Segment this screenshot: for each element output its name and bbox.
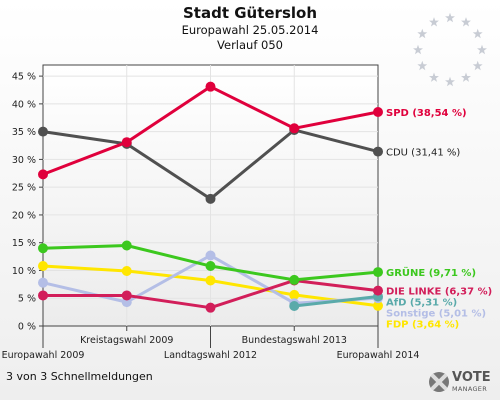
y-tick-label: 20 %: [12, 210, 36, 221]
data-point: [289, 289, 300, 300]
chart-title: Stadt Gütersloh: [182, 4, 317, 22]
series-labels: SPD (38,54 %) CDU (31,41 %) GRÜNE (9,71 %)…: [386, 108, 492, 331]
data-point: [38, 169, 48, 180]
data-point: [38, 243, 48, 254]
y-tick-label: 10 %: [12, 266, 36, 277]
data-point: [38, 277, 48, 288]
series-line: [294, 295, 379, 308]
x-tick-label: Europawahl 2009: [2, 350, 85, 361]
series-end-label: DIE LINKE (6,37 %): [386, 287, 492, 298]
data-point: [373, 285, 383, 296]
data-point: [205, 275, 216, 286]
star-icon: [477, 44, 487, 55]
data-point: [205, 261, 216, 272]
series-end-label: Sonstige (5,01 %): [386, 309, 486, 320]
y-tick-label: 15 %: [12, 238, 36, 249]
y-axis: 0 % 5 % 10 % 15 % 20 % 25 % 30 % 35 % 40 % 45 %: [12, 72, 43, 333]
chart-subtitle-2: Verlauf 050: [217, 38, 283, 52]
data-point: [289, 301, 300, 312]
eu-stars-icon: [413, 12, 487, 87]
data-point: [373, 146, 383, 157]
data-point: [38, 126, 48, 137]
data-point: [205, 250, 216, 261]
data-point: [205, 193, 216, 204]
star-icon: [429, 72, 439, 82]
data-point: [205, 302, 216, 313]
data-point: [38, 261, 48, 272]
series-end-label: CDU (31,41 %): [386, 148, 460, 159]
star-icon: [472, 28, 483, 39]
y-tick-label: 0 %: [18, 322, 36, 333]
x-axis: Europawahl 2009 Kreistagswahl 2009 Landtag…: [2, 326, 420, 361]
data-point: [373, 267, 383, 278]
logo-line2: MANAGER: [452, 385, 487, 393]
star-icon: [461, 17, 471, 27]
data-point: [121, 240, 132, 251]
series-end-label: AfD (5,31 %): [386, 298, 457, 309]
star-icon: [472, 60, 483, 71]
x-tick-label: Europawahl 2014: [337, 350, 420, 361]
data-point: [121, 290, 132, 301]
x-tick-label: Bundestagswahl 2013: [242, 335, 347, 346]
y-tick-label: 25 %: [12, 183, 36, 194]
series-end-label: GRÜNE (9,71 %): [386, 265, 476, 279]
y-tick-label: 45 %: [12, 72, 36, 83]
series-lines: [38, 81, 383, 313]
star-icon: [445, 12, 455, 23]
y-tick-label: 5 %: [18, 294, 36, 305]
star-icon: [461, 72, 471, 82]
grid-lines: [43, 65, 378, 326]
star-icon: [445, 76, 455, 87]
x-tick-label: Landtagswahl 2012: [164, 350, 257, 361]
series-end-label: SPD (38,54 %): [386, 108, 467, 119]
star-icon: [417, 28, 428, 39]
data-point: [373, 300, 383, 311]
y-tick-label: 35 %: [12, 127, 36, 138]
data-point: [373, 106, 383, 117]
logo-line1: VOTE: [452, 370, 491, 385]
series-end-label: FDP (3,64 %): [386, 320, 459, 331]
data-point: [289, 274, 300, 285]
data-point: [38, 290, 48, 301]
x-tick-label: Kreistagswahl 2009: [80, 335, 173, 346]
footer-text: 3 von 3 Schnellmeldungen: [6, 370, 153, 383]
star-icon: [417, 60, 428, 71]
y-tick-label: 40 %: [12, 99, 36, 110]
data-point: [121, 137, 132, 148]
y-tick-label: 30 %: [12, 155, 36, 166]
chart-subtitle: Europawahl 25.05.2014: [181, 23, 319, 37]
star-icon: [413, 44, 423, 55]
star-icon: [429, 17, 439, 27]
data-point: [289, 123, 300, 134]
data-point: [121, 266, 132, 277]
data-point: [205, 81, 216, 92]
vote-manager-logo: VOTE MANAGER: [429, 370, 491, 393]
